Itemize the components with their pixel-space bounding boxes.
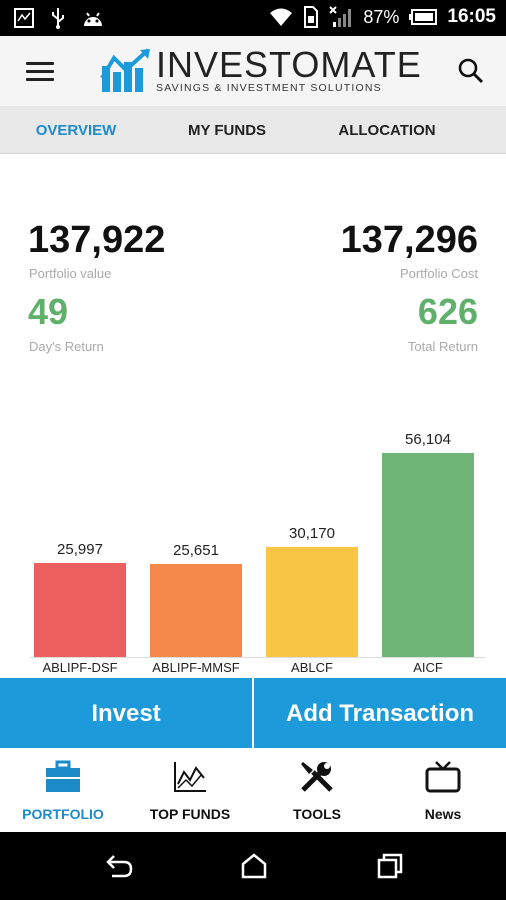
chart-category-label: ABLCF (291, 660, 333, 675)
days-return-label: Day's Return (29, 339, 104, 354)
search-icon[interactable] (458, 58, 484, 84)
usb-icon (52, 8, 64, 29)
total-return-label: Total Return (407, 339, 478, 354)
android-icon (84, 12, 102, 26)
home-icon[interactable] (240, 852, 268, 880)
portfolio-cost: 137,296 (340, 219, 478, 261)
invest-button[interactable]: Invest (0, 678, 252, 748)
back-icon[interactable] (104, 852, 134, 880)
nav-portfolio[interactable]: PORTFOLIO (0, 748, 126, 832)
wifi-icon (270, 8, 293, 26)
battery-percent: 87% (363, 6, 400, 27)
tab-overview[interactable]: OVERVIEW (35, 122, 117, 139)
chart-bar[interactable] (150, 564, 242, 657)
nav-tools-label: TOOLS (293, 806, 341, 822)
nav-top-funds[interactable]: TOP FUNDS (127, 748, 253, 832)
chart-bar-value-label: 30,170 (289, 525, 335, 542)
recents-icon[interactable] (376, 852, 404, 880)
brand-tagline: SAVINGS & INVESTMENT SOLUTIONS (156, 82, 382, 94)
nav-tools[interactable]: TOOLS (254, 748, 380, 832)
bottom-nav: PORTFOLIO TOP FUNDS TOOLS News (0, 748, 506, 832)
chart-category-label: ABLIPF-MMSF (152, 660, 240, 675)
nav-news-label: News (424, 806, 462, 822)
tools-icon (301, 762, 333, 792)
chart-bar[interactable] (34, 563, 126, 657)
logo-mark-icon (100, 48, 150, 92)
nav-news[interactable]: News (380, 748, 506, 832)
chart-bar-value-label: 25,997 (57, 541, 103, 558)
chart-category-label: AICF (413, 660, 443, 675)
line-chart-icon (174, 762, 206, 792)
status-bar: 87% 16:05 (0, 0, 506, 36)
nav-portfolio-label: PORTFOLIO (22, 806, 104, 822)
days-return-value: 49 (28, 291, 69, 332)
signal-icon (329, 6, 352, 27)
portfolio-value-label: Portfolio value (29, 266, 112, 281)
tab-my-funds[interactable]: MY FUNDS (187, 122, 267, 139)
menu-icon[interactable] (26, 62, 54, 82)
briefcase-icon (46, 760, 80, 792)
tab-allocation[interactable]: ALLOCATION (338, 122, 436, 139)
chart-baseline (30, 657, 486, 658)
brand-name: INVESTOMATE (156, 44, 422, 85)
system-nav-bar (0, 832, 506, 900)
portfolio-cost-label: Portfolio Cost (399, 266, 478, 281)
total-return-value: 626 (417, 291, 478, 332)
chart-category-label: ABLIPF-DSF (42, 660, 118, 675)
add-transaction-button[interactable]: Add Transaction (254, 678, 506, 748)
nav-top-funds-label: TOP FUNDS (149, 806, 231, 822)
brand-logo: INVESTOMATE SAVINGS & INVESTMENT SOLUTIO… (100, 46, 421, 98)
battery-icon (409, 9, 438, 25)
chart-bar[interactable] (266, 547, 358, 657)
tv-icon (425, 761, 461, 793)
clock: 16:05 (447, 6, 496, 27)
portfolio-value: 137,922 (28, 219, 166, 261)
fund-bar-chart: 25,997 ABLIPF-DSF 25,651 ABLIPF-MMSF 30,170 A… (0, 400, 506, 680)
sim-icon (304, 6, 319, 28)
app-header: INVESTOMATE SAVINGS & INVESTMENT SOLUTIO… (0, 36, 506, 106)
chart-bar[interactable] (382, 453, 474, 657)
chart-bar-value-label: 56,104 (405, 431, 451, 448)
notification-icon (14, 8, 34, 28)
tab-bar: OVERVIEW MY FUNDS ALLOCATION (0, 106, 506, 154)
chart-bar-value-label: 25,651 (173, 542, 219, 559)
